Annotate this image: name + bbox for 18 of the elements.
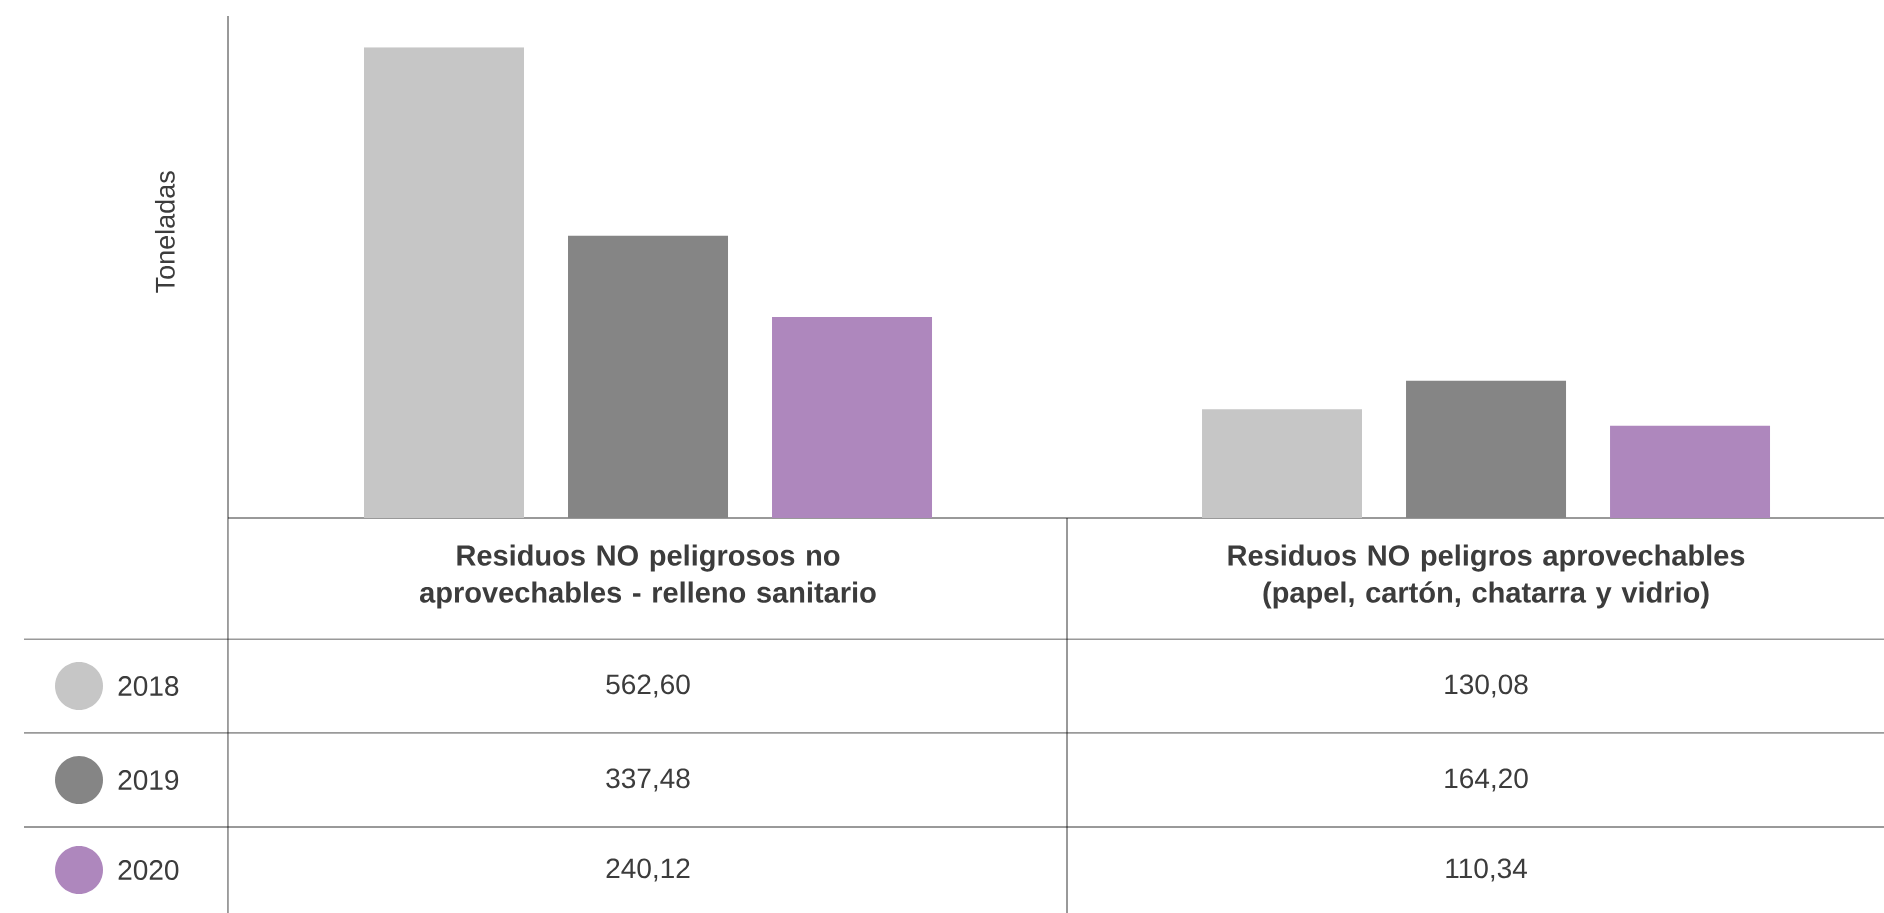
data-label: 337,48 — [606, 768, 690, 792]
data-label: 562,60 — [606, 674, 690, 698]
bar — [1202, 409, 1363, 519]
bar — [364, 47, 525, 519]
legend-label: 2019 — [118, 770, 179, 790]
bar — [1406, 380, 1567, 519]
legend-label: 2018 — [118, 676, 179, 696]
data-label: 240,12 — [606, 858, 690, 882]
x-tick-label: Residuos NO peligrosos no aprovechables - relleno sanitario — [420, 544, 876, 609]
data-label: 110,34 — [1446, 858, 1527, 882]
data-label: 164,20 — [1445, 768, 1528, 792]
bar — [568, 235, 729, 519]
data-label: 130,08 — [1445, 674, 1528, 698]
bar — [1610, 425, 1771, 519]
y-axis-title: Toneladas — [154, 171, 175, 293]
x-tick-label: Residuos NO peligros aprovechables (papel, cartón, chatarra y vidrio) — [1228, 544, 1745, 609]
legend-label: 2020 — [118, 860, 179, 880]
bar — [772, 317, 933, 519]
